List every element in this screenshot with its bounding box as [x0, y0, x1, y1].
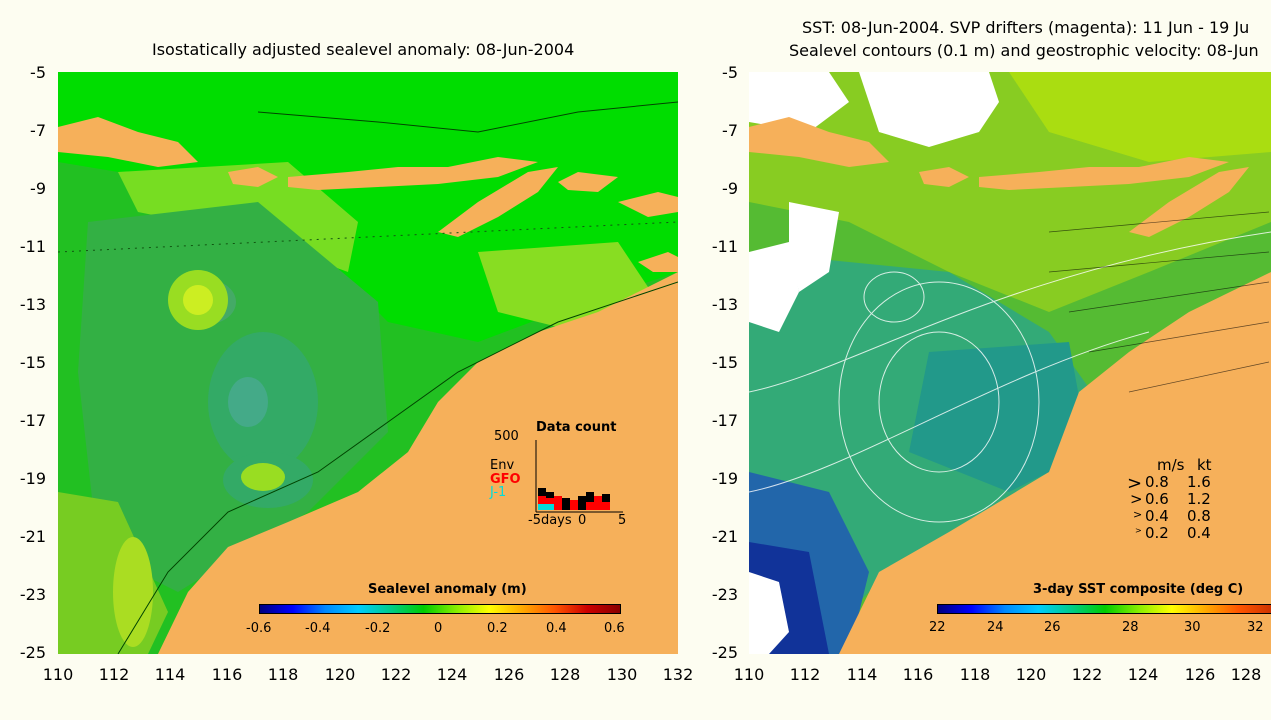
- right-x-tick-5: 120: [1015, 665, 1047, 684]
- sst-cb-tick-5: 32: [1247, 620, 1264, 635]
- left-x-tick-4: 118: [267, 665, 299, 684]
- velocity-legend-ms-3: 0.2: [1145, 524, 1169, 542]
- velocity-legend-ms-2: 0.4: [1145, 507, 1169, 525]
- sealevel-colorbar-title: Sealevel anomaly (m): [368, 582, 527, 597]
- left-y-tick-6: -17: [19, 411, 46, 430]
- velocity-legend-ms-header: m/s: [1157, 456, 1185, 474]
- data-count-max-label: 500: [494, 429, 519, 444]
- right-y-tick-7: -19: [711, 469, 738, 488]
- sst-colorbar-title: 3-day SST composite (deg C): [1033, 582, 1244, 597]
- left-x-tick-8: 126: [493, 665, 525, 684]
- left-x-tick-2: 114: [154, 665, 186, 684]
- right-y-tick-0: -5: [722, 63, 738, 82]
- velocity-legend-kt-3: 0.4: [1187, 524, 1211, 542]
- data-count-axis-start: -5days: [528, 513, 572, 528]
- velocity-legend-arrow-2: >: [1133, 508, 1143, 521]
- sealevel-field: [58, 72, 678, 654]
- right-x-tick-2: 114: [846, 665, 878, 684]
- sst-cb-tick-0: 22: [929, 620, 946, 635]
- velocity-legend-kt-2: 0.8: [1187, 507, 1211, 525]
- legend-j1: J-1: [490, 485, 507, 500]
- sealevel-colorbar-gradient: [259, 604, 621, 614]
- left-x-tick-11: 132: [662, 665, 694, 684]
- left-map-title: Isostatically adjusted sealevel anomaly:…: [152, 40, 575, 59]
- right-x-tick-7: 124: [1127, 665, 1159, 684]
- sst-colorbar-gradient: [937, 604, 1271, 614]
- right-x-tick-0: 110: [733, 665, 765, 684]
- legend-gfo: GFO: [490, 472, 521, 487]
- sst-cb-tick-1: 24: [987, 620, 1004, 635]
- left-y-tick-5: -15: [19, 353, 46, 372]
- right-map-title-line2: Sealevel contours (0.1 m) and geostrophi…: [789, 41, 1259, 60]
- velocity-legend-ms-0: 0.8: [1145, 473, 1169, 491]
- left-x-tick-1: 112: [98, 665, 130, 684]
- right-y-tick-8: -21: [711, 527, 738, 546]
- velocity-legend-arrow-3: >: [1135, 526, 1142, 535]
- sst-map[interactable]: m/s kt > 0.8 1.6 > 0.6 1.2 > 0.4 0.8 > 0…: [749, 72, 1271, 654]
- left-y-tick-3: -11: [19, 237, 46, 256]
- right-y-tick-6: -17: [711, 411, 738, 430]
- right-y-tick-2: -9: [722, 179, 738, 198]
- sst-cb-tick-3: 28: [1122, 620, 1139, 635]
- sl-cb-tick-4: 0.2: [487, 621, 508, 636]
- data-count-axis-mid: 0: [578, 513, 587, 528]
- right-y-tick-9: -23: [711, 585, 738, 604]
- right-y-tick-5: -15: [711, 353, 738, 372]
- right-x-tick-4: 118: [959, 665, 991, 684]
- left-y-tick-9: -23: [19, 585, 46, 604]
- velocity-legend: m/s kt > 0.8 1.6 > 0.6 1.2 > 0.4 0.8 > 0…: [1127, 456, 1227, 546]
- sst-cb-tick-4: 30: [1184, 620, 1201, 635]
- right-x-tick-3: 116: [902, 665, 934, 684]
- right-y-tick-4: -13: [711, 295, 738, 314]
- left-y-tick-7: -19: [19, 469, 46, 488]
- legend-env: Env: [490, 458, 515, 473]
- right-x-tick-9: 128: [1230, 665, 1262, 684]
- sealevel-anomaly-map[interactable]: Data count 500 Env GFO J-1 -5days 0 5: [58, 72, 678, 654]
- data-count-title: Data count: [536, 420, 617, 435]
- left-x-tick-3: 116: [211, 665, 243, 684]
- right-map-title-line1: SST: 08-Jun-2004. SVP drifters (magenta)…: [802, 18, 1250, 37]
- sl-cb-tick-0: -0.6: [246, 621, 272, 636]
- sst-cb-tick-2: 26: [1044, 620, 1061, 635]
- right-x-tick-6: 122: [1071, 665, 1103, 684]
- left-x-tick-6: 122: [380, 665, 412, 684]
- left-y-tick-0: -5: [30, 63, 46, 82]
- velocity-legend-arrow-0: >: [1127, 473, 1143, 494]
- left-x-tick-5: 120: [324, 665, 356, 684]
- sl-cb-tick-1: -0.4: [305, 621, 331, 636]
- sst-colorbar: 3-day SST composite (deg C): [929, 580, 1271, 640]
- left-y-tick-4: -13: [19, 295, 46, 314]
- left-y-tick-10: -25: [19, 643, 46, 662]
- sl-cb-tick-2: -0.2: [365, 621, 391, 636]
- data-count-axis-end: 5: [618, 513, 627, 528]
- sl-cb-tick-5: 0.4: [546, 621, 567, 636]
- left-y-tick-1: -7: [30, 121, 46, 140]
- right-y-tick-1: -7: [722, 121, 738, 140]
- right-x-tick-1: 112: [789, 665, 821, 684]
- data-count-inset: Data count 500 Env GFO J-1 -5days 0 5: [488, 420, 638, 530]
- sl-cb-tick-6: 0.6: [604, 621, 625, 636]
- velocity-legend-kt-1: 1.2: [1187, 490, 1211, 508]
- left-x-tick-0: 110: [42, 665, 74, 684]
- right-y-tick-3: -11: [711, 237, 738, 256]
- sst-field: [749, 72, 1271, 654]
- left-x-tick-10: 130: [606, 665, 638, 684]
- velocity-legend-arrow-1: >: [1130, 490, 1143, 508]
- right-x-tick-8: 126: [1184, 665, 1216, 684]
- sl-cb-tick-3: 0: [434, 621, 443, 636]
- left-x-tick-7: 124: [436, 665, 468, 684]
- right-y-tick-10: -25: [711, 643, 738, 662]
- velocity-legend-kt-0: 1.6: [1187, 473, 1211, 491]
- left-y-tick-2: -9: [30, 179, 46, 198]
- sealevel-colorbar: Sealevel anomaly (m): [248, 580, 628, 640]
- data-count-chart: [535, 440, 623, 513]
- left-y-tick-8: -21: [19, 527, 46, 546]
- velocity-legend-ms-1: 0.6: [1145, 490, 1169, 508]
- left-x-tick-9: 128: [549, 665, 581, 684]
- velocity-legend-kt-header: kt: [1197, 456, 1212, 474]
